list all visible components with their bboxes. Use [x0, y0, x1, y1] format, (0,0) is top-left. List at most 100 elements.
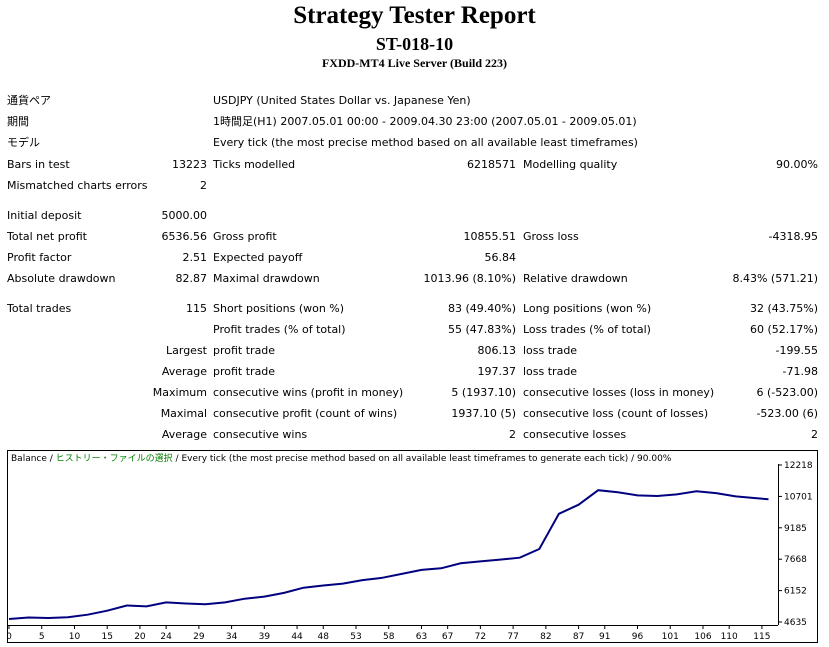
x-tick-label: 91: [599, 632, 610, 642]
reldd-label: Relative drawdown: [523, 272, 628, 285]
x-tick-label: 20: [134, 632, 146, 642]
model-label: モデル: [7, 136, 40, 149]
x-tick-label: 87: [573, 632, 584, 642]
absdd-label: Absolute drawdown: [7, 272, 116, 285]
x-tick-label: 5: [39, 632, 45, 642]
maximum-label: Maximum: [152, 386, 207, 399]
pf-value: 2.51: [182, 251, 208, 264]
short-value: 83 (49.40%): [447, 302, 516, 315]
short-label: Short positions (won %): [213, 302, 345, 315]
x-tick-label: 101: [662, 632, 679, 642]
long-label: Long positions (won %): [523, 302, 652, 315]
quality-value: 90.00%: [776, 158, 818, 171]
pf-label: Profit factor: [7, 251, 72, 264]
largest-loss-value: -199.55: [775, 344, 818, 357]
x-tick-label: 15: [101, 632, 112, 642]
symbol-label: 通貨ペア: [7, 94, 51, 107]
largest-profit-value: 806.13: [477, 344, 517, 357]
x-tick-label: 39: [259, 632, 271, 642]
report-title: Strategy Tester Report: [293, 2, 536, 29]
x-tick-label: 0: [7, 632, 12, 642]
y-tick-label: 10701: [784, 492, 813, 502]
chart-header-balance: Balance: [11, 454, 47, 464]
average-profit-label: profit trade: [213, 365, 276, 378]
y-tick-label: 6152: [784, 587, 807, 597]
bars-label: Bars in test: [7, 158, 70, 171]
balance-chart: Balance / ヒストリー・ファイルの選択 / Every tick (th…: [7, 450, 818, 643]
largest-loss-label: loss trade: [523, 344, 578, 357]
payoff-label: Expected payoff: [213, 251, 303, 264]
chart-header-sep: /: [47, 454, 56, 464]
server-name: FXDD-MT4 Live Server (Build 223): [321, 56, 508, 70]
grossprofit-label: Gross profit: [213, 230, 277, 243]
maxwins-label: consecutive wins (profit in money): [213, 386, 404, 399]
average-loss-value: -71.98: [782, 365, 818, 378]
x-tick-label: 44: [291, 632, 303, 642]
x-tick-label: 72: [475, 632, 486, 642]
long-value: 32 (43.75%): [749, 302, 818, 315]
ticks-value: 6218571: [467, 158, 516, 171]
x-tick-label: 24: [160, 632, 172, 642]
x-tick-label: 10: [69, 632, 81, 642]
mismatch-value: 2: [200, 179, 207, 192]
trades-label: Total trades: [7, 302, 72, 315]
ltrades-label: Loss trades (% of total): [523, 323, 651, 336]
maximal-label: Maximal: [160, 407, 207, 420]
average-loss-label: loss trade: [523, 365, 578, 378]
average-label: Average: [161, 365, 207, 378]
report-subtitle: ST-018-10: [375, 34, 454, 54]
chart-header-rest: / Every tick (the most precise method ba…: [173, 454, 672, 464]
maxlosses-label: consecutive losses (loss in money): [523, 386, 715, 399]
avgwins-label: consecutive wins: [213, 428, 308, 441]
x-tick-label: 63: [416, 632, 427, 642]
balance-series-line: [8, 489, 769, 620]
model-value: Every tick (the most precise method base…: [213, 136, 638, 149]
maxdd-value: 1013.96 (8.10%): [423, 272, 516, 285]
symbol-value: USDJPY (United States Dollar vs. Japanes…: [213, 94, 471, 107]
absdd-value: 82.87: [175, 272, 208, 285]
period-value: 1時間足(H1) 2007.05.01 00:00 - 2009.04.30 2…: [213, 115, 637, 128]
grossprofit-value: 10855.51: [463, 230, 517, 243]
maxprofit-label: consecutive profit (count of wins): [213, 407, 398, 420]
ltrades-value: 60 (52.17%): [749, 323, 818, 336]
netprofit-label: Total net profit: [7, 230, 87, 243]
ptrades-value: 55 (47.83%): [447, 323, 516, 336]
avgwins-value: 2: [509, 428, 516, 441]
avglosses-value: 2: [811, 428, 818, 441]
deposit-value: 5000.00: [161, 209, 208, 222]
mismatch-label: Mismatched charts errors: [7, 179, 148, 192]
largest-profit-label: profit trade: [213, 344, 276, 357]
x-tick-label: 48: [318, 632, 330, 642]
y-tick-label: 4635: [784, 618, 807, 628]
maxloss-label: consecutive loss (count of losses): [523, 407, 709, 420]
average-profit-value: 197.37: [477, 365, 517, 378]
average2-label: Average: [161, 428, 207, 441]
x-tick-label: 53: [350, 632, 361, 642]
maxwins-value: 5 (1937.10): [451, 386, 516, 399]
payoff-value: 56.84: [484, 251, 517, 264]
y-tick-label: 12218: [784, 461, 813, 471]
x-tick-label: 77: [507, 632, 518, 642]
maxlosses-value: 6 (-523.00): [756, 386, 818, 399]
y-tick-label: 9185: [784, 524, 807, 534]
x-tick-label: 115: [753, 632, 770, 642]
largest-label: Largest: [166, 344, 207, 357]
x-tick-label: 82: [540, 632, 551, 642]
grossloss-label: Gross loss: [523, 230, 579, 243]
x-axis-ticks: 0 5 10 15 20 24 29 34 39 44 48 53 58 63 67 72 77 82 87 91 96…: [7, 625, 770, 642]
reldd-value: 8.43% (571.21): [732, 272, 818, 285]
bars-value: 13223: [172, 158, 207, 171]
x-tick-label: 67: [442, 632, 453, 642]
x-tick-label: 29: [193, 632, 205, 642]
x-tick-label: 96: [632, 632, 644, 642]
deposit-label: Initial deposit: [7, 209, 82, 222]
maxdd-label: Maximal drawdown: [213, 272, 320, 285]
ticks-label: Ticks modelled: [213, 158, 296, 171]
period-label: 期間: [7, 115, 29, 128]
y-axis-ticks: 12218 10701 9185 7668 6152 4635: [778, 461, 813, 628]
chart-header: Balance / ヒストリー・ファイルの選択 / Every tick (th…: [11, 452, 672, 464]
maxprofit-value: 1937.10 (5): [451, 407, 516, 420]
chart-header-history: ヒストリー・ファイルの選択: [56, 452, 173, 464]
maxloss-value: -523.00 (6): [756, 407, 818, 420]
avglosses-label: consecutive losses: [523, 428, 627, 441]
